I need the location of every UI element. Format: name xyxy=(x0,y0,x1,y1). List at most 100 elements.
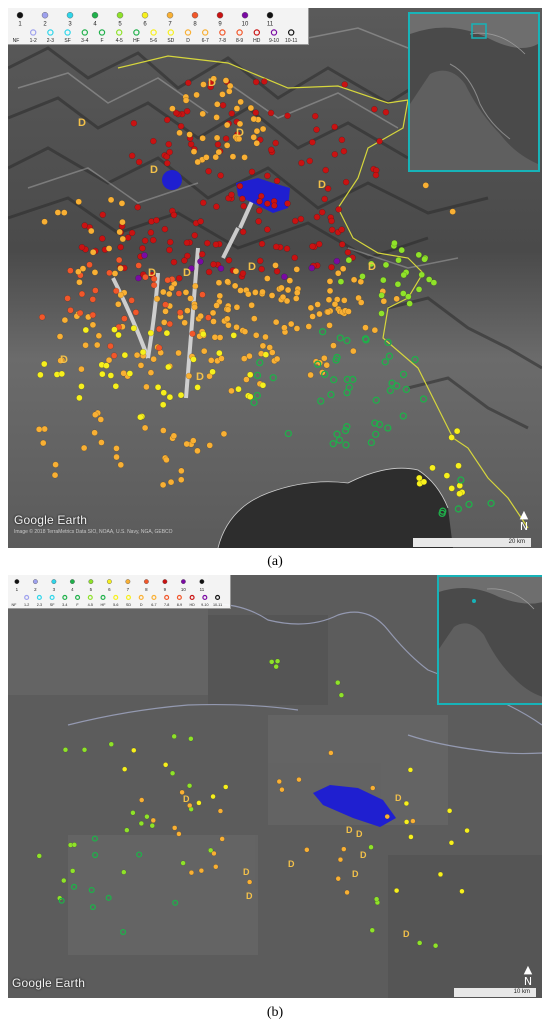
intensity-point xyxy=(404,819,410,825)
intensity-point xyxy=(105,245,113,252)
intensity-point xyxy=(393,382,401,390)
legend-swatch xyxy=(87,594,93,600)
intensity-point xyxy=(108,741,114,747)
damage-label: D xyxy=(60,354,68,366)
inset-locator-box xyxy=(471,23,487,39)
intensity-point xyxy=(75,198,82,205)
intensity-point xyxy=(70,868,76,874)
intensity-legend-b: 1 2 3 4 5 6 7 8 9 10 11 NF 1-2 2-3 SF 3-4 F 4-5 HF 5-6 SD D 6-… xyxy=(8,575,231,609)
intensity-point xyxy=(213,114,220,121)
intensity-point xyxy=(115,331,122,339)
intensity-point xyxy=(213,134,221,142)
legend-swatch xyxy=(106,579,112,585)
intensity-point xyxy=(341,297,348,304)
legend-swatch xyxy=(100,594,106,600)
intensity-point xyxy=(294,289,301,296)
intensity-point xyxy=(156,325,163,333)
intensity-point xyxy=(224,306,232,313)
intensity-point xyxy=(164,116,171,124)
intensity-point xyxy=(372,396,380,404)
intensity-point xyxy=(173,109,180,117)
legend-swatch xyxy=(241,11,249,19)
zone-polygon xyxy=(313,785,396,827)
legend-swatch xyxy=(30,29,37,36)
intensity-point xyxy=(226,88,233,95)
intensity-point xyxy=(115,256,123,264)
legend-swatch xyxy=(133,29,140,36)
intensity-point xyxy=(329,376,338,384)
legend-swatch xyxy=(49,594,55,600)
legend-bottom-label: 3-4 xyxy=(62,603,67,607)
scale-bar-b: 10 km xyxy=(454,988,536,997)
legend-bottom-label: 6-7 xyxy=(202,38,209,44)
intensity-point xyxy=(269,374,277,382)
legend-swatch xyxy=(141,11,149,19)
intensity-point xyxy=(150,817,156,823)
intensity-point xyxy=(105,356,113,364)
ridge-highlights xyxy=(17,27,459,269)
intensity-point xyxy=(231,282,239,290)
legend-bottom-label: 10-11 xyxy=(285,38,298,44)
intensity-point xyxy=(156,344,163,352)
intensity-point xyxy=(178,476,185,483)
intensity-point xyxy=(248,301,255,309)
intensity-point xyxy=(362,324,369,331)
intensity-point xyxy=(228,110,235,117)
intensity-point xyxy=(313,213,321,221)
intensity-point xyxy=(112,287,120,295)
intensity-point xyxy=(188,265,195,272)
intensity-point xyxy=(213,302,220,309)
legend-swatch xyxy=(12,29,20,36)
intensity-point xyxy=(147,329,155,337)
legend-top-label: 9 xyxy=(164,587,167,592)
legend-swatch xyxy=(16,11,24,19)
intensity-point xyxy=(117,243,124,251)
intensity-point xyxy=(135,262,142,269)
intensity-point xyxy=(269,349,276,356)
intensity-point xyxy=(284,200,291,207)
damage-label: D xyxy=(78,117,86,129)
intensity-point xyxy=(91,835,98,842)
legend-swatch xyxy=(66,11,74,19)
intensity-point xyxy=(199,135,206,142)
intensity-point xyxy=(375,420,384,429)
intensity-point xyxy=(131,747,137,753)
intensity-point xyxy=(250,134,257,141)
intensity-point xyxy=(228,387,235,395)
north-arrow-icon: ▲ xyxy=(519,508,529,521)
legend-bottom-label: 4-5 xyxy=(116,38,123,44)
intensity-point xyxy=(58,370,66,378)
inset-locator-marker xyxy=(472,599,476,603)
intensity-point xyxy=(402,385,411,394)
damage-label: D xyxy=(395,793,402,803)
intensity-point xyxy=(198,868,205,874)
intensity-point xyxy=(284,286,292,294)
intensity-point xyxy=(78,365,85,373)
intensity-point xyxy=(220,430,228,438)
legend-swatch xyxy=(184,29,192,36)
damage-label: D xyxy=(356,829,363,839)
intensity-point xyxy=(293,295,300,302)
legend-bottom-label: D xyxy=(140,603,143,607)
legend-swatch xyxy=(24,594,30,600)
legend-swatch xyxy=(69,579,75,585)
intensity-point xyxy=(400,271,407,279)
intensity-point xyxy=(88,886,95,894)
intensity-point xyxy=(333,257,341,265)
intensity-point xyxy=(233,105,241,112)
legend-top-label: 6 xyxy=(108,587,111,592)
intensity-point xyxy=(307,304,315,312)
intensity-point xyxy=(341,81,348,88)
legend-swatch xyxy=(164,594,170,600)
legend-swatch xyxy=(236,29,243,36)
intensity-point xyxy=(258,265,265,273)
legend-swatch xyxy=(88,579,94,585)
intensity-point xyxy=(128,297,135,304)
intensity-point xyxy=(128,152,136,159)
north-label: N xyxy=(519,520,529,533)
intensity-point xyxy=(324,308,332,316)
intensity-point xyxy=(326,322,333,329)
intensity-point xyxy=(150,281,158,289)
intensity-point xyxy=(326,278,334,285)
intensity-point xyxy=(415,286,423,293)
